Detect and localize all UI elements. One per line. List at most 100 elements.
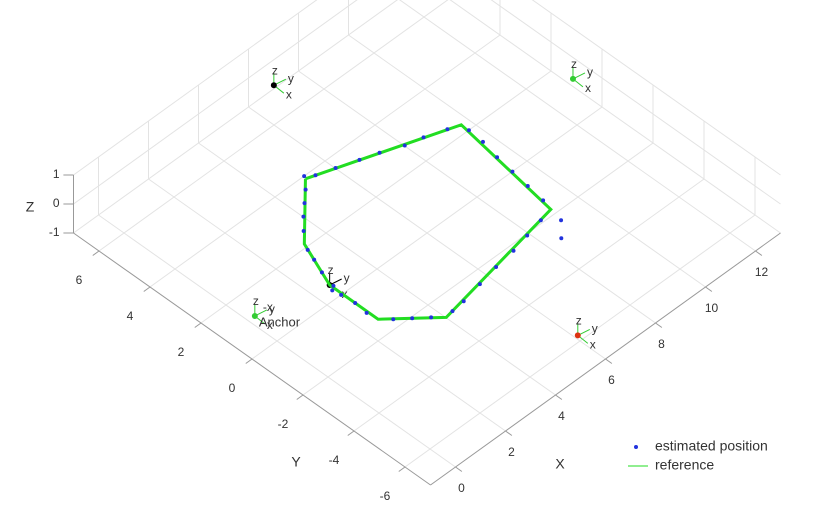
triad-label: z	[328, 263, 334, 277]
triad-label: z	[253, 294, 259, 308]
tick-mark	[705, 286, 713, 292]
triad-label: y	[592, 322, 598, 336]
triad-label: x	[590, 338, 596, 352]
estimated-point	[494, 265, 499, 269]
y-tick-label: 2	[178, 345, 185, 359]
grid-line	[353, 178, 705, 432]
estimated-point	[429, 315, 434, 320]
x-tick-label: 8	[658, 337, 665, 351]
annotation: Anchor	[259, 314, 301, 329]
tick-mark	[655, 322, 663, 328]
z-axis-label: Z	[26, 199, 35, 215]
anchor-triad: xyz	[270, 63, 294, 101]
tick-mark	[505, 430, 513, 436]
estimated-point	[357, 157, 362, 162]
y-tick-label: -2	[278, 417, 289, 431]
y-tick-label: -6	[380, 489, 391, 503]
grid-line	[531, 0, 781, 176]
estimated-point	[312, 257, 317, 262]
grid-line	[98, 0, 449, 252]
anchor	[270, 82, 277, 89]
grid-line	[200, 70, 552, 324]
z-tick-label: -1	[49, 225, 60, 239]
anchor	[569, 75, 576, 82]
estimated-point	[313, 173, 318, 178]
estimated-point	[450, 309, 455, 314]
estimated-point	[353, 301, 358, 305]
estimated-point	[495, 155, 500, 160]
estimated-point	[305, 247, 310, 252]
triad-label: y	[288, 71, 294, 85]
triad-label: z	[272, 63, 278, 77]
anchor-triad: xyz	[569, 57, 593, 95]
triad-label: y	[344, 271, 350, 285]
y-tick-label: 4	[127, 309, 134, 323]
grid-line	[404, 214, 756, 468]
grid-line	[302, 142, 654, 396]
grid-line	[251, 106, 603, 360]
x-tick-label: 12	[755, 265, 769, 279]
estimated-point	[466, 128, 471, 133]
estimated-point	[339, 292, 344, 297]
estimated-point	[391, 317, 396, 322]
anchor	[574, 332, 581, 339]
tick-mark	[555, 394, 563, 400]
grid-line	[149, 34, 501, 288]
estimated-point	[333, 166, 338, 170]
legend-label: estimated position	[655, 438, 768, 454]
tick-mark	[755, 250, 763, 256]
legend-marker	[634, 445, 638, 449]
x-tick-label: 10	[705, 301, 719, 315]
triad-label: x	[286, 87, 292, 101]
x-tick-label: 2	[508, 445, 515, 459]
tick-mark	[455, 466, 463, 472]
estimated-point	[377, 150, 382, 155]
estimated-point	[319, 270, 324, 275]
triad-label: x	[585, 81, 591, 95]
x-axis-label: X	[555, 456, 565, 472]
triad-label: z	[576, 314, 582, 328]
estimated-point	[301, 214, 306, 219]
tick-mark	[347, 430, 355, 436]
tick-mark	[194, 322, 202, 328]
x-tick-label: 6	[608, 373, 615, 387]
tick-mark	[398, 466, 406, 472]
estimated-point	[480, 139, 485, 144]
triad-label: y	[269, 302, 275, 316]
estimated-point	[402, 143, 407, 148]
estimated-point	[303, 187, 308, 192]
estimated-point	[538, 218, 543, 223]
estimated-point	[541, 198, 546, 203]
grid-line	[73, 0, 318, 176]
tick-mark	[605, 358, 613, 364]
tick-mark	[245, 358, 253, 364]
y-tick-label: 0	[229, 381, 236, 395]
legend-label: reference	[655, 457, 714, 473]
estimated-point	[477, 282, 482, 287]
grid-line	[490, 0, 781, 205]
y-tick-label: 6	[76, 273, 83, 287]
estimated-point	[510, 169, 515, 174]
tick-mark	[92, 250, 100, 256]
y-axis-label: Y	[291, 454, 301, 470]
z-tick-label: 0	[53, 196, 60, 210]
grid-line	[449, 0, 781, 234]
estimated-point	[331, 283, 336, 288]
estimated-point	[559, 236, 564, 241]
anchor-triad: xyz	[574, 314, 598, 352]
tick-mark	[296, 394, 304, 400]
estimated-point	[445, 127, 450, 132]
x-tick-label: 0	[458, 481, 465, 495]
anchor	[251, 312, 258, 319]
triad-label: y	[587, 65, 593, 79]
estimated-point	[525, 184, 530, 188]
x-tick-label: 4	[558, 409, 565, 423]
grid-line	[73, 0, 358, 205]
estimated-point	[302, 201, 307, 206]
z-tick-label: 1	[53, 167, 60, 181]
estimated-point	[559, 218, 564, 223]
tick-mark	[143, 286, 151, 292]
estimated-point	[421, 135, 426, 140]
